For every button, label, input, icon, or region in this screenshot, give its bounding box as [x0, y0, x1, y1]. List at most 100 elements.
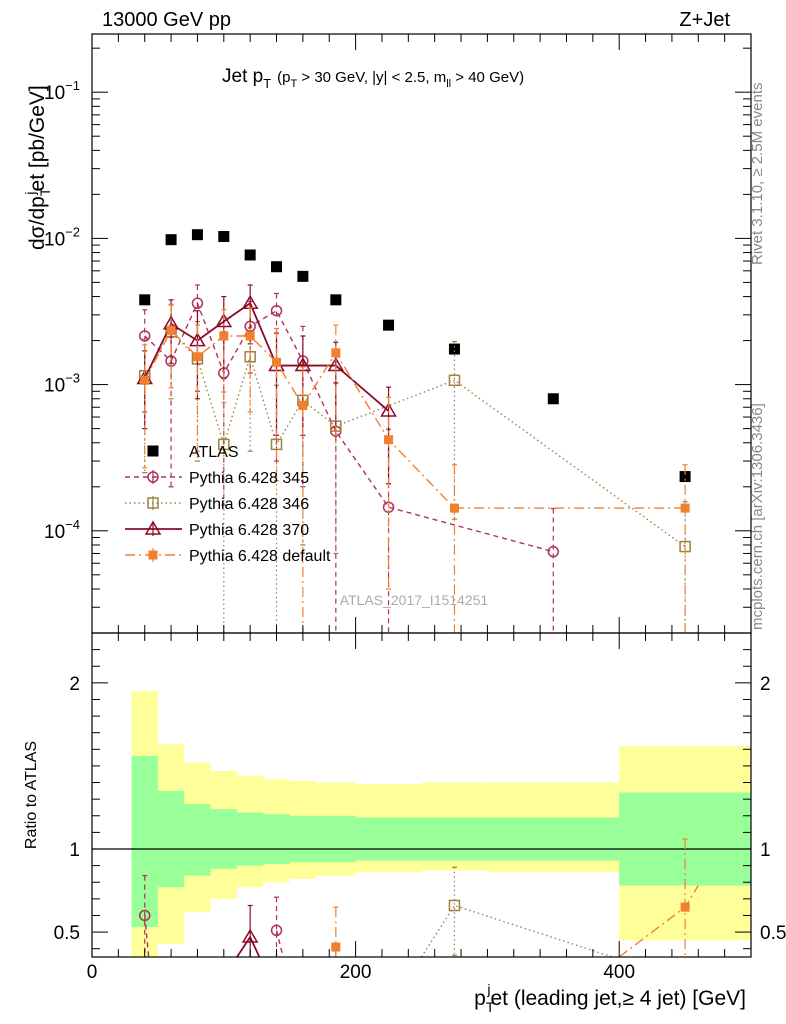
- error-bar: [333, 324, 339, 436]
- series-pythia-6-428-370: [136, 284, 397, 485]
- data-point: [165, 234, 177, 246]
- legend: ATLAS Pythia 6.428 345 Pythia 6.428 346 Pyt…: [125, 444, 331, 565]
- data-point: [192, 352, 202, 362]
- data-point: [218, 438, 230, 451]
- data-point: [380, 402, 397, 417]
- data-point: [139, 294, 151, 306]
- ratio-point: [270, 924, 283, 937]
- uncertainty-band-inner: [289, 815, 317, 863]
- main-frame: [91, 33, 752, 634]
- legend-item-atlas: ATLAS: [147, 444, 239, 461]
- main-ylabel-a: dσ/dp: [26, 196, 49, 250]
- error-bar: [300, 335, 306, 436]
- legend-marker: [147, 471, 159, 483]
- data-point: [140, 375, 150, 385]
- ratio-point: [331, 942, 341, 952]
- title-main: Jet p: [222, 66, 263, 87]
- data-point: [547, 545, 560, 558]
- uncertainty-band-inner: [263, 814, 290, 864]
- legend-marker: [147, 497, 159, 509]
- error-bar: [300, 366, 306, 633]
- x-tick-label: 0: [87, 962, 98, 983]
- uncertainty-band-inner: [184, 804, 211, 876]
- data-point: [270, 304, 283, 317]
- legend-item-pythia-6-428-345: Pythia 6.428 345: [125, 470, 309, 487]
- xlabel-a: p: [474, 987, 486, 1010]
- ratio-y-tick-label-right: 1: [760, 840, 771, 861]
- title-cut-end: > 40 GeV): [451, 69, 524, 86]
- ratio-y-tick-label: 1: [69, 840, 80, 861]
- data-point: [272, 357, 282, 367]
- main-ylabel-sub: T: [37, 187, 53, 196]
- error-bar: [194, 324, 200, 452]
- data-point: [448, 343, 460, 355]
- ratio-plot-panel: 0.5 0.5 1 1 2 2 0 200 400: [54, 632, 786, 983]
- error-bar: [682, 501, 688, 633]
- x-tick-label: 400: [603, 962, 635, 983]
- rivet-label: Rivet 3.1.10, ≥ 2.5M events: [749, 83, 766, 266]
- legend-label: Pythia 6.428 370: [189, 522, 309, 539]
- header-process: Z+Jet: [679, 9, 730, 31]
- uncertainty-band-inner: [355, 817, 422, 861]
- legend-label: Pythia 6.428 default: [189, 548, 331, 565]
- series-line: [144, 329, 686, 509]
- data-point: [547, 393, 559, 405]
- data-point: [215, 313, 233, 328]
- legend-label: ATLAS: [189, 444, 239, 461]
- data-point: [383, 319, 395, 331]
- ratio-point: [241, 928, 259, 943]
- title-cut-sub: T: [291, 78, 298, 90]
- uncertainty-band-inner: [236, 812, 264, 866]
- ratio-series-pythia-6-428-346: [420, 866, 613, 957]
- series-pythia-6-428-default: [140, 303, 690, 633]
- series-atlas: [139, 229, 691, 483]
- uncertainty-band-inner: [210, 809, 237, 869]
- error-bar: [221, 309, 227, 404]
- ratio-point: [680, 902, 690, 912]
- data-point: [331, 348, 341, 358]
- ratio-y-tick-label: 0.5: [54, 923, 80, 944]
- legend-label: Pythia 6.428 345: [189, 470, 309, 487]
- ratio-ylabel: Ratio to ATLAS: [23, 741, 40, 849]
- data-point: [297, 270, 309, 282]
- error-bar: [682, 464, 688, 633]
- data-point: [298, 400, 308, 410]
- xlabel-b: et (leading jet,≥ 4 jet) [GeV]: [491, 987, 747, 1010]
- legend-marker: [144, 520, 162, 535]
- title-main-sub: T: [263, 76, 271, 91]
- error-bar: [386, 428, 392, 633]
- xlabel-sup: j: [486, 981, 490, 997]
- data-point: [449, 503, 459, 513]
- ratio-frame: [91, 632, 752, 958]
- y-tick-label: 10−3: [44, 371, 80, 397]
- title-cut-sub2: ll: [446, 78, 451, 90]
- legend-marker: [148, 550, 158, 560]
- uncertainty-band-inner: [316, 815, 356, 863]
- y-tick-label: 10−2: [44, 224, 80, 250]
- ratio-series-pythia-6-428-370: [236, 904, 261, 957]
- ratio-line: [144, 915, 150, 957]
- legend-item-pythia-6-428-346: Pythia 6.428 346: [125, 496, 309, 513]
- error-bar: [142, 338, 148, 474]
- data-point: [166, 325, 176, 335]
- series-line: [143, 301, 390, 412]
- legend-label: Pythia 6.428 346: [189, 496, 309, 513]
- ratio-line: [420, 904, 613, 957]
- ratio-xlabel: pTjet (leading jet,≥ 4 jet) [GeV]: [474, 981, 746, 1015]
- series-line: [144, 301, 554, 553]
- title-cut-rest: > 30 GeV, |y| < 2.5, m: [297, 69, 446, 86]
- error-bar: [386, 396, 392, 590]
- ratio-y-tick-label-right: 0.5: [760, 923, 786, 944]
- analysis-watermark: ATLAS_2017_I1514251: [340, 592, 489, 608]
- main-plot-panel: 10−1 10−2 10−3 10−4: [44, 33, 752, 634]
- uncertainty-band-inner: [421, 817, 488, 861]
- error-bar: [168, 303, 174, 389]
- title-cut: (p: [277, 69, 290, 86]
- data-point: [679, 471, 691, 483]
- ratio-y-tick-label-right: 2: [760, 674, 771, 695]
- xlabel-sub: T: [486, 999, 495, 1015]
- uncertainty-band-inner: [131, 755, 158, 928]
- ratio-error-bar: [333, 906, 339, 957]
- data-point: [219, 331, 229, 341]
